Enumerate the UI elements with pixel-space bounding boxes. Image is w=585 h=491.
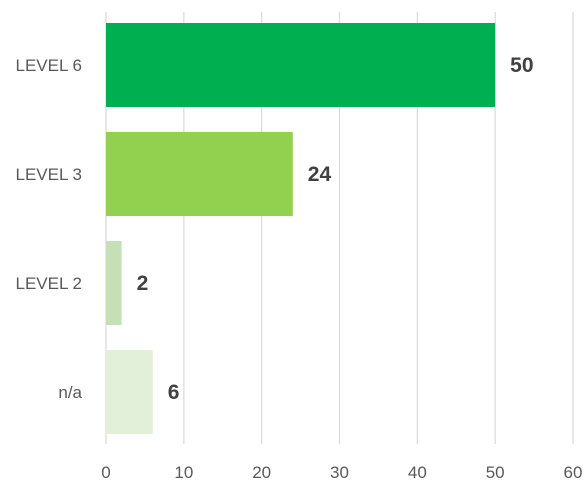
bar — [106, 241, 122, 325]
x-tick-label: 50 — [486, 463, 505, 482]
x-tick-label: 10 — [174, 463, 193, 482]
labels: 0 10 20 30 40 50 60 LEVEL 6 50 LEVEL 3 24 LEVEL 2 2 n… — [16, 54, 583, 482]
x-tick-label: 30 — [330, 463, 349, 482]
data-label: 2 — [137, 272, 149, 295]
x-tick-label: 60 — [564, 463, 583, 482]
data-label: 6 — [168, 381, 180, 404]
data-label: 24 — [308, 163, 332, 186]
category-label: LEVEL 3 — [16, 165, 82, 184]
bar — [106, 23, 496, 107]
category-label: n/a — [58, 383, 82, 402]
bars — [106, 23, 496, 434]
category-label: LEVEL 2 — [16, 274, 82, 293]
x-tick-label: 40 — [408, 463, 427, 482]
x-tick-label: 20 — [252, 463, 271, 482]
category-label: LEVEL 6 — [16, 56, 82, 75]
bar — [106, 132, 293, 216]
x-tick-label: 0 — [101, 463, 110, 482]
data-label: 50 — [510, 54, 533, 77]
bar — [106, 350, 153, 434]
